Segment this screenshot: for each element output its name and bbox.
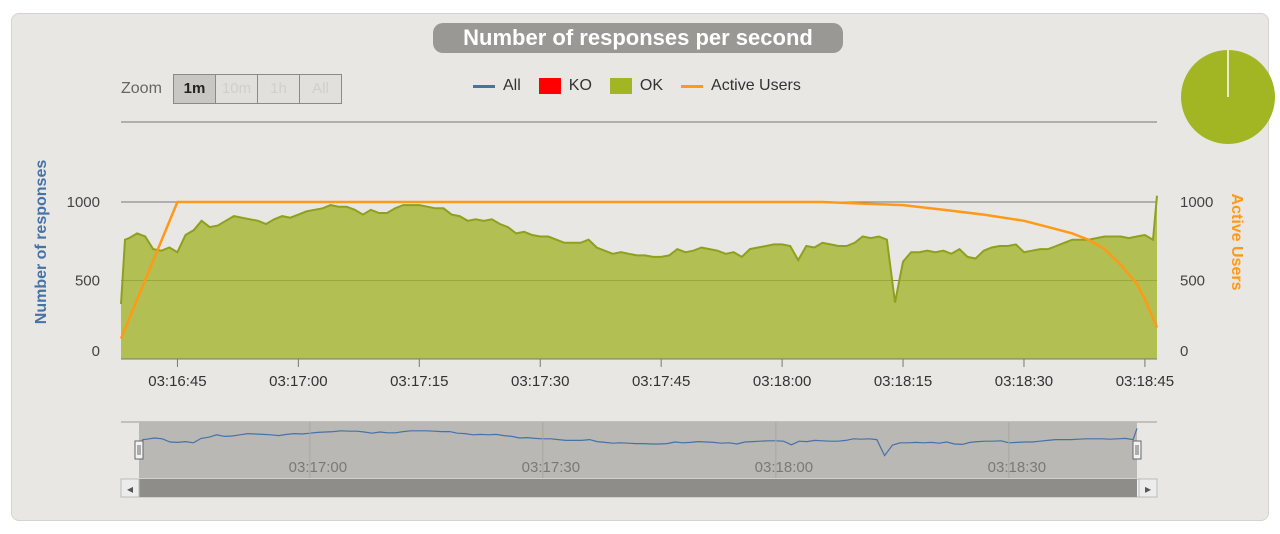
zoom-button-all[interactable]: All <box>300 75 341 103</box>
legend-swatch-active-users <box>681 84 704 88</box>
chart-title: Number of responses per second <box>433 23 843 53</box>
legend-label-ok: OK <box>639 77 664 94</box>
zoom-button-1h[interactable]: 1h <box>258 75 300 103</box>
zoom-button-1m[interactable]: 1m <box>174 75 216 103</box>
legend-label-active-users: Active Users <box>711 77 801 94</box>
legend-swatch-all <box>473 84 495 88</box>
legend-item-all[interactable]: All <box>473 77 521 95</box>
legend-item-ok[interactable]: OK <box>609 77 664 95</box>
legend-item-ko[interactable]: KO <box>538 77 592 95</box>
zoom-buttons: 1m 10m 1h All <box>173 74 342 104</box>
legend-swatch-ko <box>538 78 561 94</box>
zoom-label: Zoom <box>121 80 162 97</box>
legend-swatch-ok <box>609 78 632 94</box>
legend-item-active-users[interactable]: Active Users <box>681 77 801 95</box>
legend-label-ko: KO <box>568 77 592 94</box>
zoom-button-10m[interactable]: 10m <box>216 75 258 103</box>
legend-label-all: All <box>503 77 521 94</box>
chart-legend: All KO OK Active Users <box>473 75 801 97</box>
